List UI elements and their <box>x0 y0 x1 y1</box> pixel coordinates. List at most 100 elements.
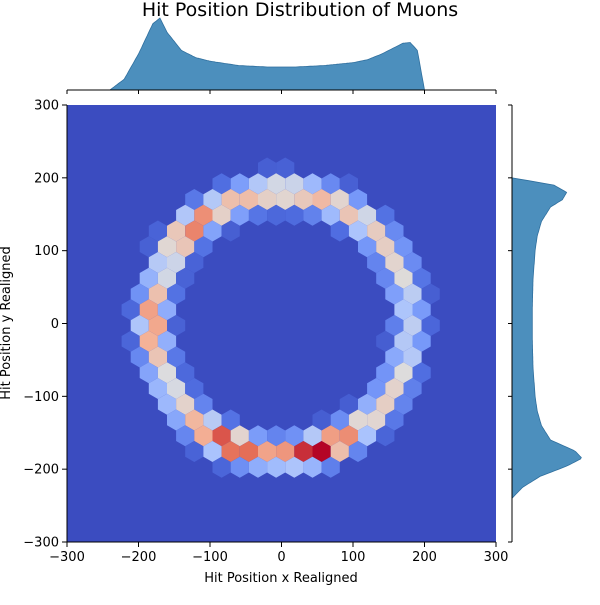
hexbin-cell <box>276 157 295 179</box>
hexbin-cell <box>385 315 404 336</box>
hexbin-cell <box>285 456 304 478</box>
hexbin-cell <box>221 409 240 431</box>
hexbin-cell <box>403 315 422 336</box>
hexbin-cell <box>148 346 167 368</box>
hexbin-cell <box>157 236 177 258</box>
hexbin-cell <box>312 409 331 431</box>
hexbin-cell <box>330 189 349 210</box>
hexbin-cell <box>167 283 186 305</box>
y-tick-label: 200 <box>34 171 59 186</box>
hexbin-cell <box>394 330 413 352</box>
hexbin-cell <box>194 204 213 226</box>
hexbin-cell <box>167 346 186 368</box>
hexbin-cell <box>394 267 413 289</box>
hexbin-cell <box>348 189 368 210</box>
hexbin-cell <box>267 204 286 226</box>
hexbin-cell <box>376 425 395 447</box>
hexbin-cell <box>239 189 258 210</box>
hexbin-cell <box>358 236 377 258</box>
hexbin-cell <box>403 378 422 399</box>
hexbin-cell <box>394 299 413 321</box>
hexbin-cell <box>339 173 358 195</box>
hexbin-cell <box>248 173 268 195</box>
hexbin-cell <box>285 425 304 447</box>
hexbin-cell <box>403 252 422 273</box>
hexbin-cell <box>176 267 195 289</box>
hexbin-cell <box>312 441 331 462</box>
hexbin-cell <box>203 441 222 462</box>
hexbin-cell <box>367 409 386 431</box>
hexbin-cell <box>385 378 404 399</box>
hexbin-cell <box>339 204 358 226</box>
hexbin-cell <box>303 456 322 478</box>
marginal-x-area <box>108 17 425 91</box>
hexbin-cell <box>412 299 431 321</box>
hexbin-cell <box>148 252 167 273</box>
hexbin-cell <box>230 173 249 195</box>
x-axis-label: Hit Position x Realigned <box>204 571 358 586</box>
hexbin-cell <box>421 315 440 336</box>
hexbin-cell <box>121 299 140 321</box>
hexbin-cell <box>203 189 222 210</box>
hexbin-cell <box>385 409 404 431</box>
hexbin-cell <box>312 189 331 210</box>
hexbin-cell <box>212 425 231 447</box>
hexbin-cell <box>221 189 240 210</box>
hexbin-cell <box>412 267 431 289</box>
hexbin-cell <box>267 425 286 447</box>
hexbin-cell <box>385 220 404 242</box>
hexbin-cell <box>185 252 204 273</box>
hexbin-cell <box>176 362 195 384</box>
hexbin-layer <box>121 157 440 478</box>
hexbin-cell <box>212 456 231 478</box>
hexbin-cell <box>176 236 195 258</box>
chart-title: Hit Position Distribution of Muons <box>142 0 458 21</box>
hexbin-cell <box>367 220 386 242</box>
hexbin-cell <box>412 362 431 384</box>
marginal-x-histogram <box>66 17 497 94</box>
hexbin-cell <box>339 425 358 447</box>
hexbin-cell <box>176 425 195 447</box>
hexbin-cell <box>167 220 186 242</box>
y-tick-label: −100 <box>23 390 59 405</box>
x-tick-label: −100 <box>192 550 228 565</box>
hexbin-cell <box>176 204 195 226</box>
hexbin-cell <box>167 378 186 399</box>
hexbin-cell <box>203 409 222 431</box>
hexbin-cell <box>385 252 404 273</box>
hexbin-cell <box>303 425 322 447</box>
hexbin-cell <box>212 204 231 226</box>
hexbin-cell <box>139 299 158 321</box>
hexbin-cell <box>348 441 368 462</box>
hexbin-cell <box>230 425 249 447</box>
hexbin-cell <box>139 362 158 384</box>
hexbin-cell <box>385 283 404 305</box>
hexbin-cell <box>194 425 213 447</box>
hexbin-cell <box>385 346 404 368</box>
hexbin-cell <box>130 315 149 336</box>
hexbin-cell <box>294 189 313 210</box>
hexbin-cell <box>130 283 149 305</box>
hexbin-cell <box>157 267 177 289</box>
hexbin-cell <box>321 204 340 226</box>
hexbin-cell <box>367 252 386 273</box>
marginal-y-histogram <box>508 104 582 543</box>
hexbin-cell <box>185 220 204 242</box>
hexbin-cell <box>130 346 149 368</box>
x-tick-label: 200 <box>412 550 437 565</box>
hexbin-cell <box>176 393 195 415</box>
hexbin-cell <box>148 315 167 336</box>
hexbin-cell <box>194 393 213 415</box>
hexbin-cell <box>121 330 140 352</box>
hexbin-cell <box>248 456 268 478</box>
hexbin-cell <box>303 173 322 195</box>
hexbin-cell <box>167 252 186 273</box>
hexbin-cell <box>185 441 204 462</box>
hexbin-cell <box>194 236 213 258</box>
hexbin-cell <box>376 330 395 352</box>
hexbin-cell <box>139 267 158 289</box>
hexbin-cell <box>321 425 340 447</box>
hexbin-cell <box>348 220 368 242</box>
hexbin-cell <box>412 330 431 352</box>
